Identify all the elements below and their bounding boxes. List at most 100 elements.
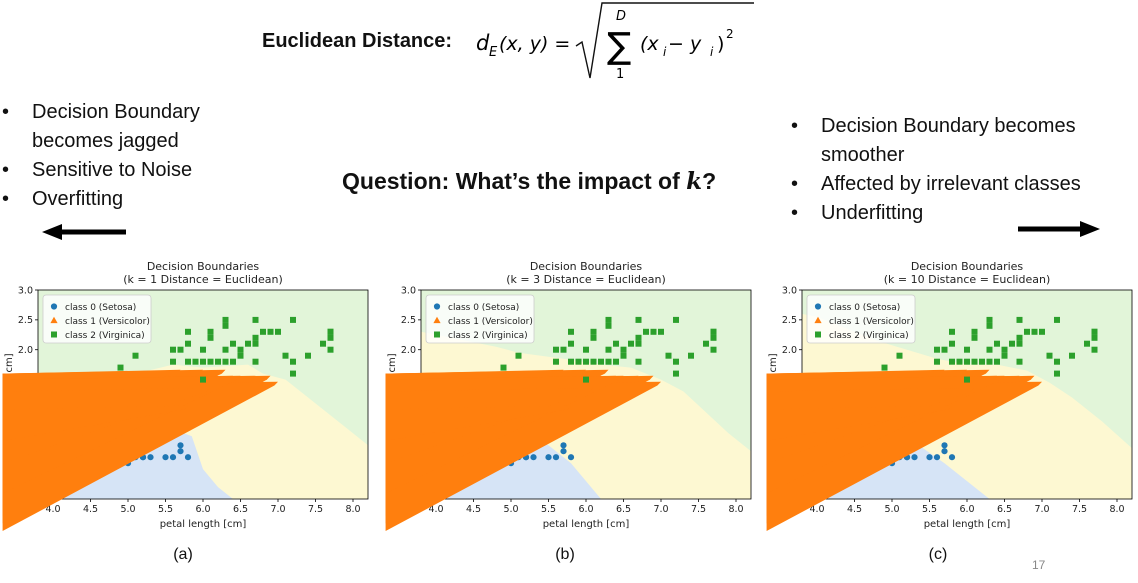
x-tick-label: 6.0 <box>959 504 974 515</box>
data-point-class2 <box>986 358 993 365</box>
data-point-class2 <box>568 328 574 335</box>
data-point-class2 <box>881 364 888 371</box>
data-point-class2 <box>971 358 978 365</box>
data-point-class2 <box>230 358 236 365</box>
x-tick-label: 7.5 <box>691 504 706 515</box>
data-point-class2 <box>964 346 970 353</box>
data-point-class2 <box>207 358 214 365</box>
data-point-class0 <box>530 454 537 461</box>
formula-close: ) <box>717 33 724 55</box>
data-point-class0 <box>147 454 154 461</box>
x-tick-label: 4.5 <box>466 504 481 515</box>
data-point-class2 <box>613 358 619 365</box>
left-bullet-item: Decision Boundary becomes jagged <box>0 98 250 156</box>
legend-label: class 2 (Virginica) <box>829 331 909 341</box>
data-point-class2 <box>673 370 679 377</box>
data-point-class2 <box>1091 334 1098 341</box>
formula-term-sub2: i <box>710 45 714 59</box>
data-point-class2 <box>222 346 229 353</box>
data-point-class2 <box>252 334 259 341</box>
data-point-class2 <box>605 322 612 329</box>
data-point-class2 <box>275 328 281 335</box>
data-point-class2 <box>635 316 642 323</box>
data-point-class2 <box>949 358 955 365</box>
legend-label: class 0 (Setosa) <box>829 303 900 313</box>
x-tick-label: 6.0 <box>578 504 593 515</box>
data-point-class2 <box>237 346 244 353</box>
formula-term-sub: i <box>663 45 667 59</box>
data-point-class2 <box>1039 328 1045 335</box>
data-point-class2 <box>613 340 619 347</box>
data-point-class2 <box>560 346 567 353</box>
data-point-class2 <box>1009 340 1015 347</box>
x-tick-label: 4.0 <box>809 504 824 515</box>
left-bullet-item: Sensitive to Noise <box>0 156 250 185</box>
data-point-class2 <box>267 328 274 335</box>
data-point-class2 <box>620 346 627 353</box>
x-tick-label: 6.5 <box>233 504 248 515</box>
formula-lhs-sub: E <box>489 45 498 60</box>
data-point-class2 <box>979 358 985 365</box>
chart-subtitle: (k = 3 Distance = Euclidean) <box>506 273 666 286</box>
data-point-class2 <box>673 358 679 365</box>
data-point-class1 <box>385 405 571 442</box>
euclidean-formula: d E (x, y) = ∑ D 1 (x i − y i ) 2 <box>476 2 754 82</box>
x-axis-label: petal length [cm] <box>543 519 630 530</box>
data-point-class2 <box>934 346 940 353</box>
data-point-class2 <box>986 346 993 353</box>
data-point-class2 <box>222 322 229 329</box>
legend-box <box>425 294 535 344</box>
right-bullet-line: Decision Boundary becomes <box>821 115 1076 137</box>
right-bullet-item: Affected by irrelevant classes <box>789 170 1109 199</box>
chart-legend: class 0 (Setosa) class 1 (Versicolor) clas… <box>806 294 916 344</box>
data-point-class2 <box>290 316 296 323</box>
data-point-class2 <box>971 328 978 335</box>
data-point-class2 <box>207 328 214 335</box>
data-point-class2 <box>598 358 604 365</box>
decision-boundary-chart-k3: 4.04.55.05.56.06.57.07.58.00.00.51.01.52… <box>385 260 752 532</box>
right-bullet-list: Decision Boundary becomes smoother Affec… <box>789 112 1109 228</box>
data-point-class2 <box>605 346 612 353</box>
formula-sum-upper: D <box>616 9 626 24</box>
data-point-class2 <box>553 346 559 353</box>
data-point-class2 <box>994 358 1000 365</box>
legend-label: class 2 (Virginica) <box>448 331 528 341</box>
x-tick-label: 5.5 <box>922 504 937 515</box>
data-point-class2 <box>170 346 176 353</box>
y-tick-label: 2.0 <box>401 345 416 356</box>
data-point-class2 <box>192 358 199 365</box>
data-point-class0 <box>184 454 192 461</box>
legend-marker-class2 <box>815 331 821 338</box>
data-point-class2 <box>650 328 657 335</box>
data-point-class2 <box>230 340 236 347</box>
x-tick-label: 6.5 <box>997 504 1012 515</box>
x-axis-label: petal length [cm] <box>160 519 247 530</box>
data-point-class2 <box>185 358 191 365</box>
data-point-class2 <box>290 370 296 377</box>
x-tick-label: 8.0 <box>728 504 743 515</box>
page-number: 17 <box>1032 558 1046 572</box>
y-tick-label: 2.5 <box>782 315 797 326</box>
x-axis-label: petal length [cm] <box>924 519 1011 530</box>
data-point-class0 <box>560 442 567 449</box>
data-point-class2 <box>949 328 955 335</box>
arrow-right-icon <box>1018 221 1100 237</box>
data-point-class2 <box>222 358 229 365</box>
data-point-class2 <box>305 352 311 359</box>
legend-marker-class0 <box>50 303 58 310</box>
legend-label: class 0 (Setosa) <box>448 303 519 313</box>
chart-subtitle: (k = 10 Distance = Euclidean) <box>884 273 1051 286</box>
data-point-class0 <box>926 454 933 461</box>
data-point-class0 <box>162 454 169 461</box>
data-point-class2 <box>1091 328 1098 335</box>
legend-box <box>42 294 152 344</box>
legend-label: class 1 (Versicolor) <box>829 317 914 327</box>
data-point-class2 <box>170 358 176 365</box>
data-point-class2 <box>605 316 612 323</box>
right-bullet-item: Underfitting <box>789 199 1109 228</box>
y-tick-label: 2.5 <box>401 315 416 326</box>
data-point-class2 <box>575 358 582 365</box>
data-point-class2 <box>986 322 993 329</box>
x-tick-label: 4.0 <box>428 504 443 515</box>
decision-boundary-chart-k1: 4.04.55.05.56.06.57.07.58.00.00.51.01.52… <box>2 260 369 532</box>
